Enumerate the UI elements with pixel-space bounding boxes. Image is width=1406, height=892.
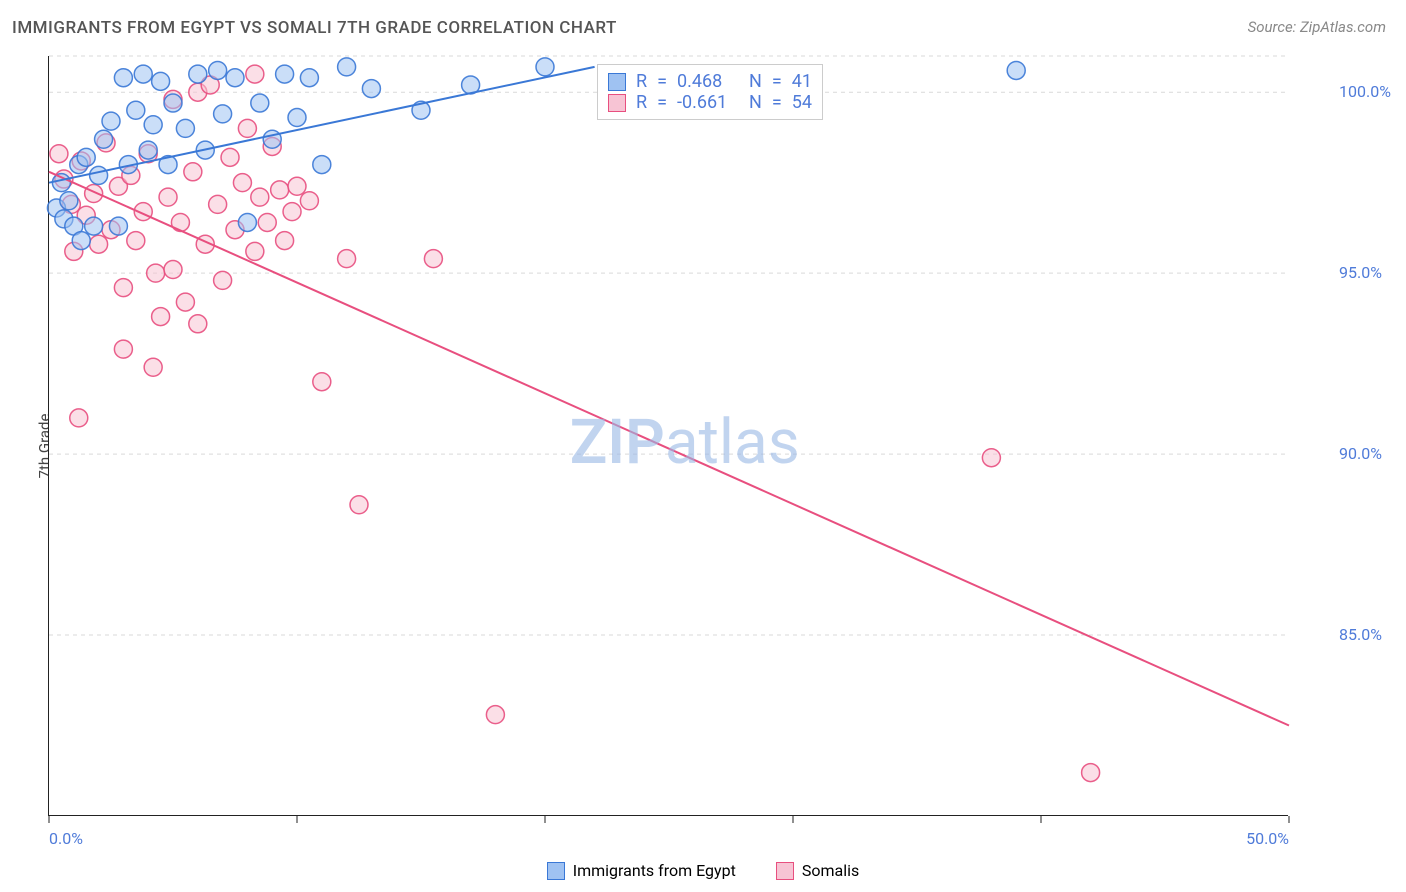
egypt-legend-label: Immigrants from Egypt — [573, 861, 736, 880]
somali-legend-label: Somalis — [802, 861, 859, 880]
label-R: R — [636, 71, 647, 92]
label-eq: = — [657, 71, 667, 92]
somali-legend-swatch-icon — [776, 862, 794, 880]
plot-canvas: 85.0%90.0%95.0%100.0%0.0%50.0% — [49, 56, 1289, 856]
label-eq-3: = — [657, 92, 667, 113]
label-eq2: = — [772, 71, 782, 92]
svg-text:85.0%: 85.0% — [1339, 625, 1382, 644]
legend-item-egypt: Immigrants from Egypt — [547, 861, 736, 880]
label-eq-4: = — [772, 92, 782, 113]
somali-n-value: 54 — [792, 92, 812, 113]
svg-text:90.0%: 90.0% — [1339, 444, 1382, 463]
egypt-r-value: 0.468 — [677, 71, 739, 92]
somali-r-value: -0.661 — [677, 92, 739, 113]
bottom-legend: Immigrants from Egypt Somalis — [0, 861, 1406, 880]
chart-title: IMMIGRANTS FROM EGYPT VS SOMALI 7TH GRAD… — [12, 18, 617, 38]
label-R-2: R — [636, 92, 647, 113]
svg-text:100.0%: 100.0% — [1339, 82, 1391, 101]
egypt-legend-swatch-icon — [547, 862, 565, 880]
scatter-plot: 85.0%90.0%95.0%100.0%0.0%50.0% ZIPatlas … — [48, 56, 1288, 816]
corr-row-somali: R = -0.661 N = 54 — [608, 92, 812, 113]
legend-item-somali: Somalis — [776, 861, 859, 880]
label-N-2: N — [749, 92, 762, 113]
svg-text:95.0%: 95.0% — [1339, 263, 1382, 282]
label-N: N — [749, 71, 762, 92]
svg-text:50.0%: 50.0% — [1246, 829, 1289, 848]
egypt-swatch-icon — [608, 73, 626, 91]
correlation-legend-box: R = 0.468 N = 41 R = -0.661 N = 54 — [597, 64, 823, 120]
source-attribution: Source: ZipAtlas.com — [1248, 18, 1386, 36]
egypt-n-value: 41 — [792, 71, 812, 92]
corr-row-egypt: R = 0.468 N = 41 — [608, 71, 812, 92]
somali-swatch-icon — [608, 94, 626, 112]
svg-text:0.0%: 0.0% — [49, 829, 83, 848]
